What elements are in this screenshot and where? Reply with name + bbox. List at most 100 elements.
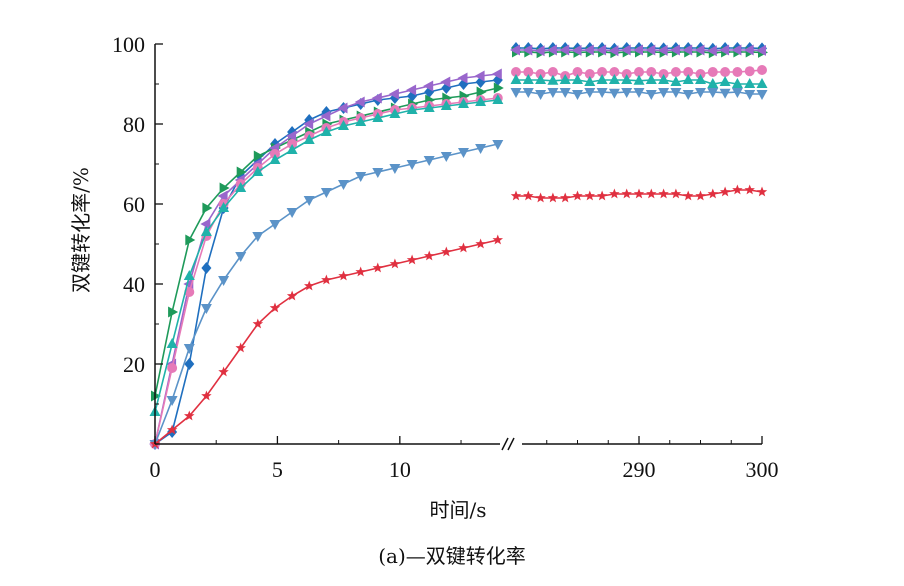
data-point — [476, 86, 487, 98]
data-point — [633, 88, 645, 98]
data-point — [535, 74, 547, 84]
data-point — [406, 84, 417, 96]
data-point — [235, 182, 247, 192]
data-point — [633, 74, 645, 85]
data-point — [252, 318, 264, 329]
data-point — [440, 152, 452, 162]
data-point — [355, 172, 367, 182]
data-point — [707, 188, 718, 199]
data-point — [166, 424, 178, 435]
data-point — [694, 44, 705, 56]
data-point — [608, 45, 619, 57]
data-point — [235, 342, 246, 353]
data-point — [584, 88, 596, 98]
data-point — [269, 149, 280, 159]
data-point — [719, 88, 731, 99]
data-point — [658, 74, 670, 84]
data-point — [303, 134, 315, 144]
data-point — [584, 76, 596, 86]
data-point — [658, 88, 670, 98]
data-point — [389, 108, 401, 118]
data-point — [406, 160, 418, 170]
data-point — [695, 190, 706, 201]
data-point — [202, 202, 213, 214]
data-point — [338, 120, 349, 130]
data-point — [584, 190, 595, 201]
data-point — [535, 90, 547, 100]
data-point — [511, 67, 521, 77]
data-point — [440, 76, 451, 88]
data-point — [720, 67, 731, 77]
data-point — [707, 67, 718, 77]
data-point — [732, 67, 743, 77]
data-point — [406, 104, 418, 114]
data-point — [732, 184, 743, 195]
data-point — [706, 45, 717, 57]
data-point — [707, 78, 719, 88]
data-point — [475, 96, 487, 106]
data-point — [167, 363, 178, 373]
x-tick-label: 300 — [746, 457, 779, 482]
data-point — [608, 88, 620, 99]
y-tick-label: 20 — [123, 352, 145, 377]
data-point — [389, 258, 401, 269]
data-point — [584, 69, 595, 79]
data-point — [474, 70, 485, 82]
data-point — [682, 44, 693, 56]
data-point — [744, 90, 756, 100]
data-point — [731, 78, 743, 88]
data-point — [620, 44, 631, 56]
data-point — [200, 218, 211, 230]
data-point — [201, 390, 212, 401]
data-point — [166, 338, 178, 348]
data-point — [646, 67, 657, 77]
data-point — [596, 74, 608, 84]
data-point — [166, 396, 178, 406]
data-point — [337, 102, 348, 114]
data-point — [669, 44, 680, 56]
figure-caption: (a)—双键转化率 — [378, 544, 526, 568]
data-point — [493, 82, 504, 94]
y-tick-label: 60 — [123, 192, 145, 217]
data-point — [633, 44, 643, 56]
data-point — [670, 188, 682, 199]
data-point — [252, 166, 264, 176]
x-tick-label: 0 — [150, 457, 161, 482]
data-point — [559, 44, 570, 56]
data-point — [372, 112, 384, 122]
data-point — [200, 226, 212, 236]
data-point — [457, 72, 468, 84]
axes — [154, 43, 763, 451]
data-point — [252, 232, 264, 242]
data-point — [441, 246, 452, 257]
data-point — [744, 184, 755, 195]
data-point — [236, 166, 247, 178]
data-point — [423, 156, 435, 166]
series-6-steel-blue-triangle-down — [149, 88, 768, 450]
data-point — [372, 168, 384, 178]
data-point — [303, 196, 315, 206]
data-point — [756, 186, 768, 197]
data-point — [571, 44, 582, 56]
data-point — [200, 304, 212, 314]
data-point — [475, 144, 487, 154]
data-point — [683, 67, 694, 77]
data-point — [184, 358, 195, 370]
data-point — [269, 154, 281, 164]
data-point — [388, 88, 399, 100]
data-point — [492, 234, 503, 245]
data-point — [510, 74, 522, 84]
data-point — [657, 44, 668, 56]
data-point — [269, 302, 281, 313]
data-point — [731, 88, 743, 98]
data-point — [719, 76, 731, 86]
data-point — [596, 190, 608, 201]
data-point — [609, 188, 620, 199]
data-point — [707, 88, 719, 98]
data-point — [682, 74, 694, 84]
data-point — [523, 67, 534, 77]
data-point — [458, 242, 469, 253]
data-point — [522, 88, 534, 98]
data-point — [286, 144, 298, 154]
